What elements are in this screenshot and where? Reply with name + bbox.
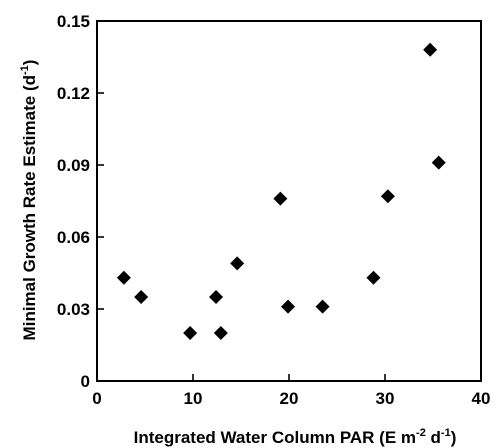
y-tick-label: 0.03: [57, 300, 90, 319]
y-axis-ticks: 0 0.03 0.06 0.09 0.12 0.15: [57, 12, 104, 391]
x-tick-label: 20: [280, 389, 299, 408]
y-tick-label: 0.12: [57, 84, 90, 103]
x-tick-label: 0: [92, 389, 101, 408]
plot-area: [96, 20, 482, 382]
x-tick-label: 30: [376, 389, 395, 408]
y-tick-label: 0.15: [57, 12, 90, 31]
data-point-diamond: [281, 299, 296, 314]
y-tick-label: 0: [81, 372, 90, 391]
y-axis-title: Minimal Growth Rate Estimate (d-1): [19, 60, 39, 341]
x-tick-label: 10: [184, 389, 203, 408]
data-point-diamond: [134, 290, 149, 304]
y-tick-label: 0.09: [57, 156, 90, 175]
x-axis-title: Integrated Water Column PAR (E m-2 d-1): [134, 427, 457, 447]
data-point-diamond: [116, 270, 131, 285]
data-point-diamond: [183, 326, 198, 340]
data-point-diamond: [230, 256, 245, 271]
plot-frame: [96, 20, 482, 382]
x-tick-label: 40: [472, 389, 491, 408]
data-point-diamond: [423, 42, 438, 57]
data-point-diamond: [431, 155, 446, 170]
data-point-diamond: [315, 299, 330, 314]
data-point-diamond: [273, 191, 288, 206]
data-point-diamond: [209, 290, 224, 304]
x-axis-ticks: 0 10 20 30 40: [92, 374, 490, 408]
data-points: [116, 42, 446, 340]
y-tick-label: 0.06: [57, 228, 90, 247]
data-point-diamond: [366, 270, 381, 285]
data-point-diamond: [213, 326, 228, 340]
data-point-diamond: [380, 189, 395, 204]
